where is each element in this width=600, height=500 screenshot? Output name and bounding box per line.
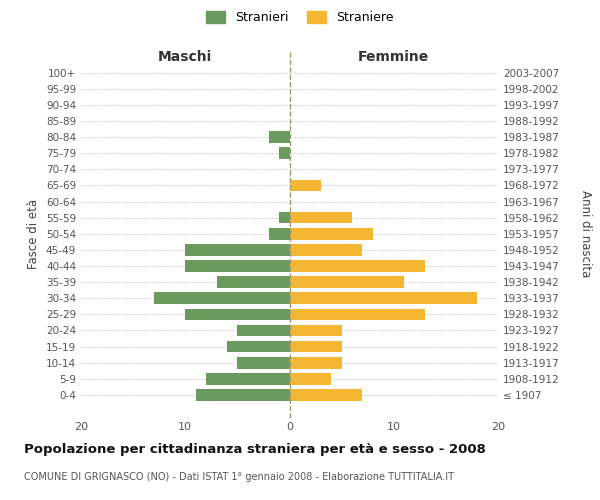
- Bar: [217, 276, 290, 288]
- Bar: [206, 373, 290, 384]
- Bar: [196, 389, 290, 401]
- Bar: [290, 357, 341, 368]
- Bar: [290, 212, 352, 224]
- Bar: [290, 324, 341, 336]
- Text: Maschi: Maschi: [158, 50, 212, 64]
- Bar: [290, 260, 425, 272]
- Bar: [290, 228, 373, 239]
- Bar: [290, 292, 477, 304]
- Text: Popolazione per cittadinanza straniera per età e sesso - 2008: Popolazione per cittadinanza straniera p…: [24, 442, 486, 456]
- Y-axis label: Fasce di età: Fasce di età: [28, 198, 40, 269]
- Bar: [290, 276, 404, 288]
- Bar: [185, 244, 290, 256]
- Bar: [227, 341, 290, 352]
- Bar: [290, 244, 362, 256]
- Bar: [290, 389, 362, 401]
- Bar: [290, 308, 425, 320]
- Y-axis label: Anni di nascita: Anni di nascita: [579, 190, 592, 278]
- Text: COMUNE DI GRIGNASCO (NO) - Dati ISTAT 1° gennaio 2008 - Elaborazione TUTTITALIA.: COMUNE DI GRIGNASCO (NO) - Dati ISTAT 1°…: [24, 472, 454, 482]
- Legend: Stranieri, Straniere: Stranieri, Straniere: [202, 6, 398, 29]
- Bar: [154, 292, 290, 304]
- Bar: [269, 228, 290, 239]
- Text: Femmine: Femmine: [358, 50, 430, 64]
- Bar: [290, 341, 341, 352]
- Bar: [185, 260, 290, 272]
- Bar: [290, 373, 331, 384]
- Bar: [290, 180, 321, 191]
- Bar: [279, 148, 290, 159]
- Bar: [238, 357, 290, 368]
- Bar: [185, 308, 290, 320]
- Bar: [279, 212, 290, 224]
- Bar: [269, 131, 290, 143]
- Bar: [238, 324, 290, 336]
